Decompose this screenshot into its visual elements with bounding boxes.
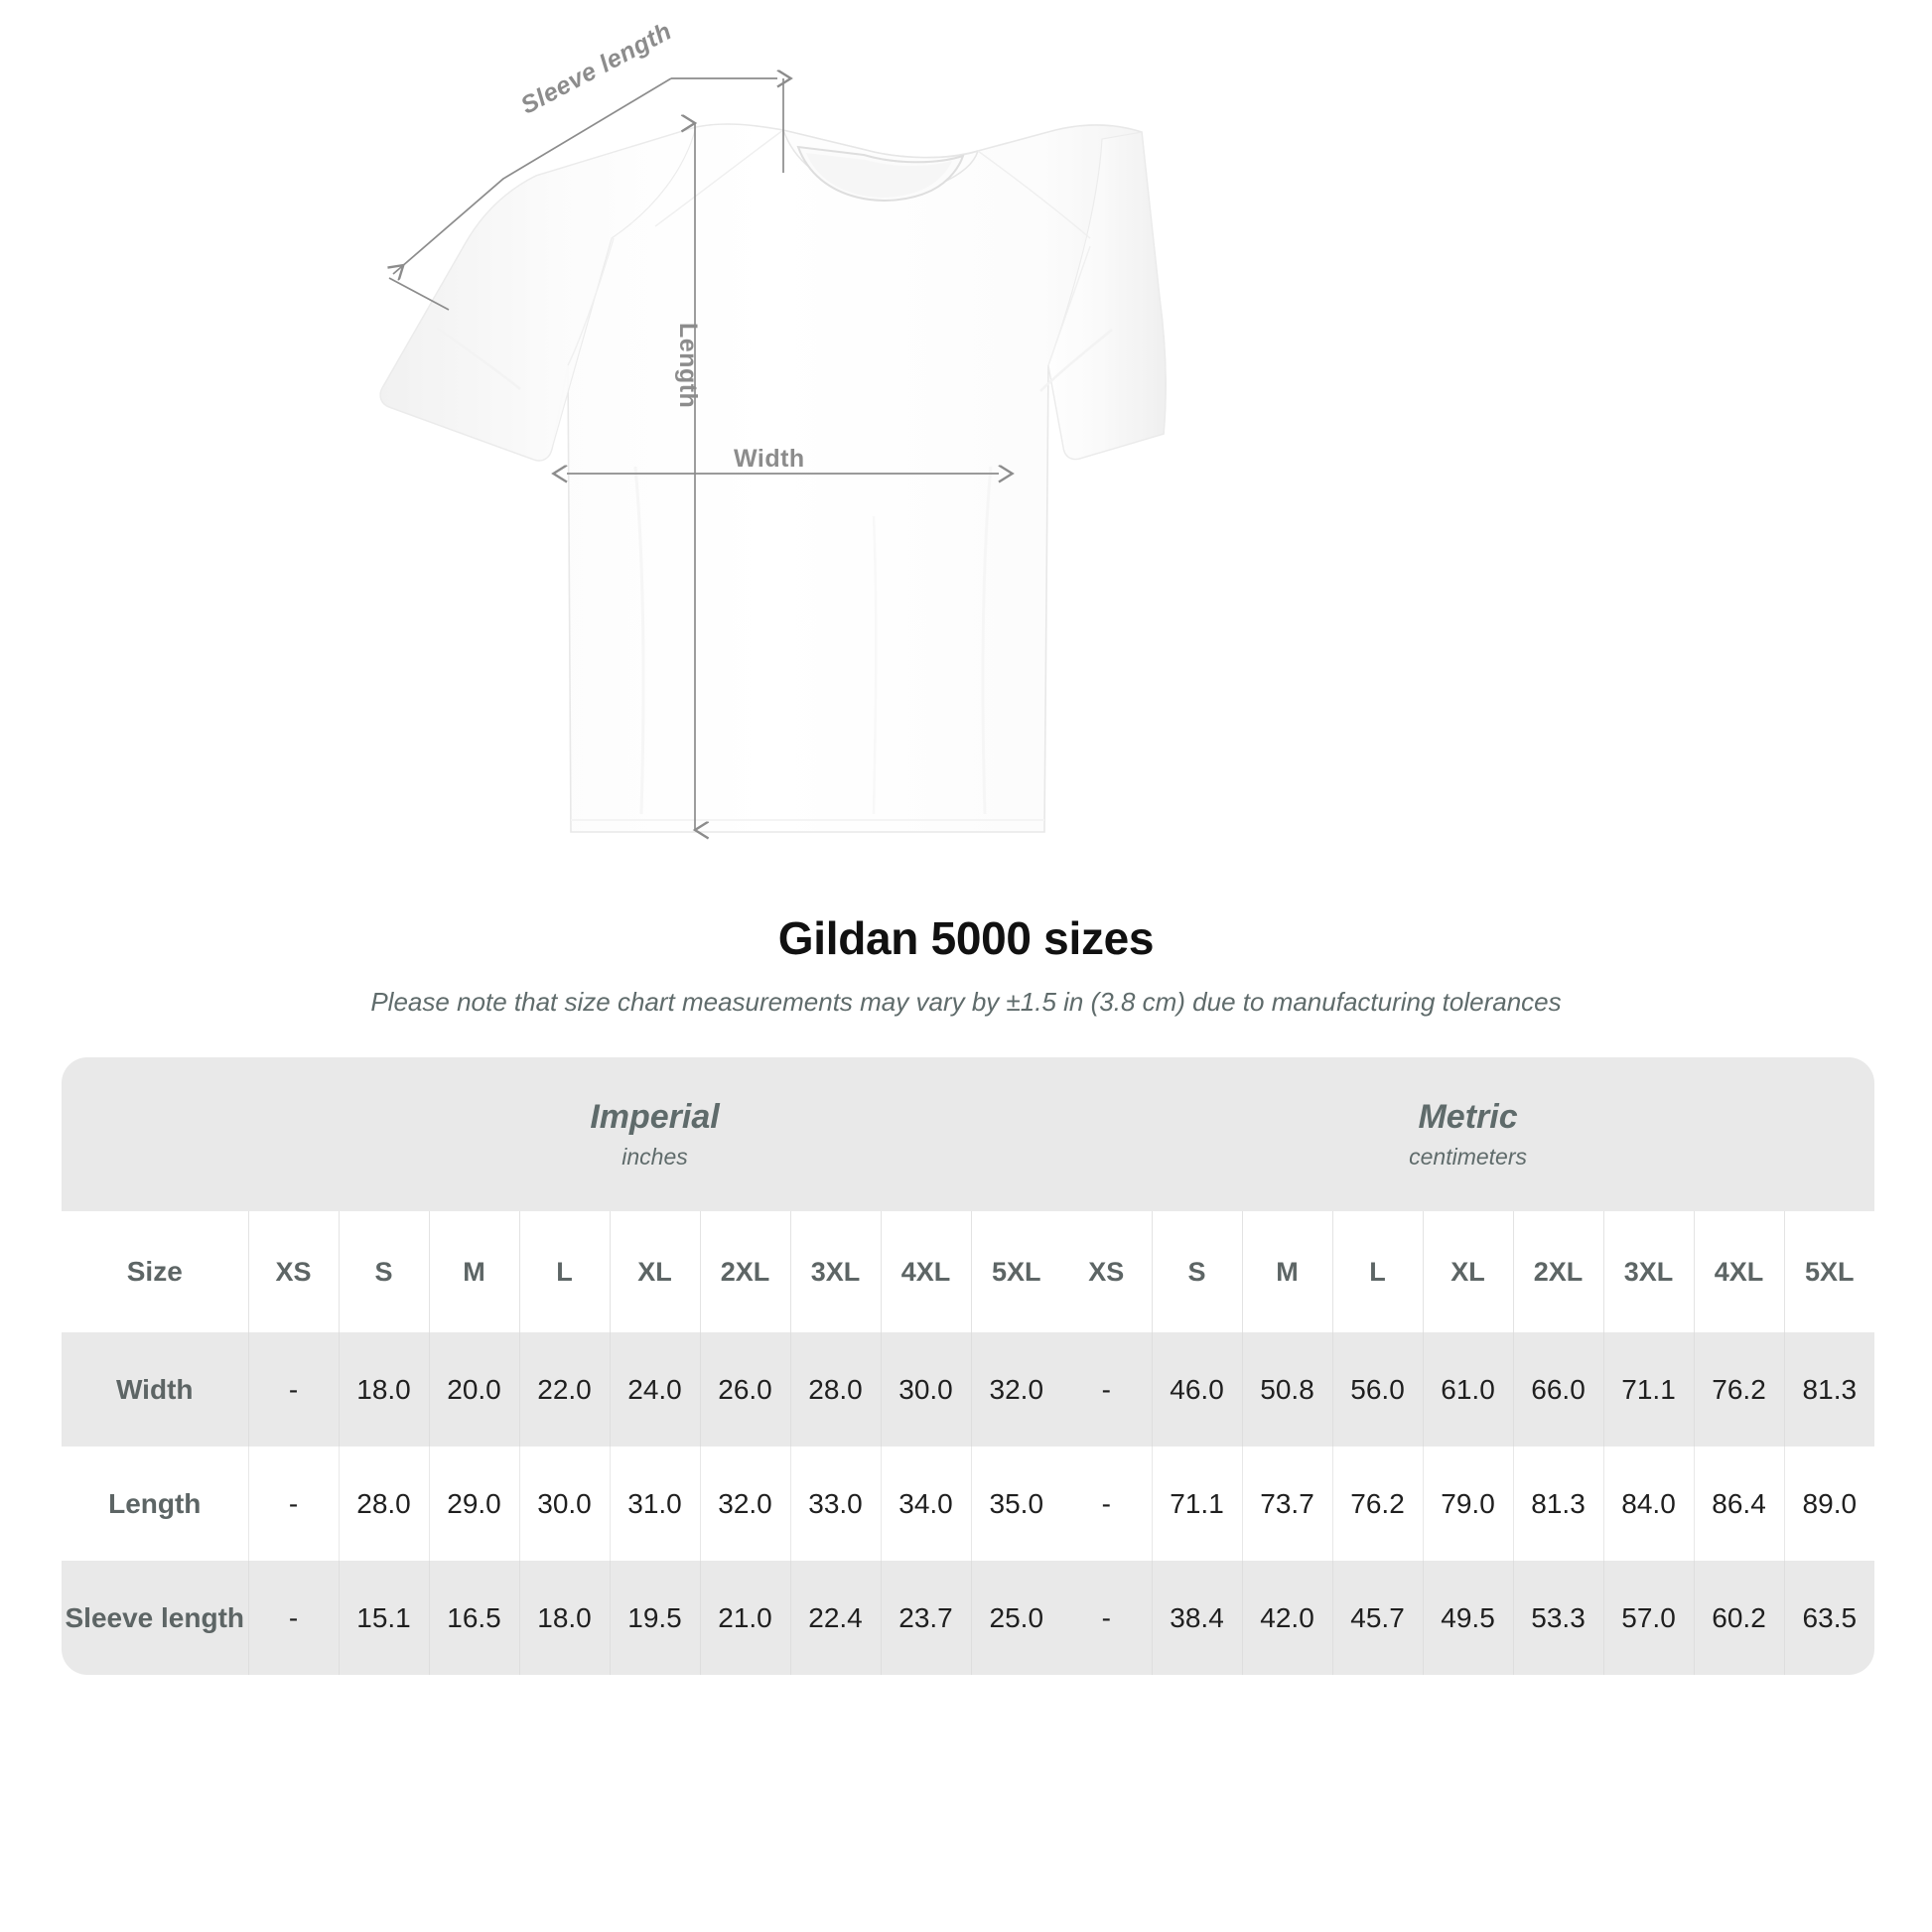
size-header-imperial-5xl: 5XL (970, 1211, 1062, 1332)
size-header-imperial-4xl: 4XL (880, 1211, 971, 1332)
cell: 76.2 (1693, 1332, 1785, 1447)
size-header-metric-xl: XL (1422, 1211, 1514, 1332)
cell: 45.7 (1331, 1561, 1424, 1675)
row-label-length: Length (62, 1447, 248, 1561)
chart-title-block: Gildan 5000 sizes Please note that size … (0, 894, 1932, 1018)
cell: 20.0 (428, 1332, 519, 1447)
cell: 71.1 (1602, 1332, 1695, 1447)
unit-name-metric: Metric (1418, 1098, 1518, 1137)
size-chart-table-wrap: Imperial inches Metric centimeters Size … (62, 1057, 1875, 1675)
tolerance-note: Please note that size chart measurements… (370, 987, 1562, 1017)
cell: 19.5 (609, 1561, 700, 1675)
cell: 34.0 (880, 1447, 971, 1561)
cell: 53.3 (1512, 1561, 1604, 1675)
cell: 56.0 (1331, 1332, 1424, 1447)
cell: 50.8 (1241, 1332, 1333, 1447)
unit-sub-imperial: inches (621, 1143, 688, 1170)
sleeve-length-dimension-arrow (389, 78, 783, 311)
row-label-width: Width (62, 1332, 248, 1447)
cell: 89.0 (1783, 1447, 1875, 1561)
cell: 60.2 (1693, 1561, 1785, 1675)
table-row: Length - 28.0 29.0 30.0 31.0 32.0 33.0 3… (62, 1447, 1875, 1561)
cell: 18.0 (518, 1561, 610, 1675)
size-chart-table: Imperial inches Metric centimeters Size … (62, 1057, 1875, 1675)
unit-banner-corner (62, 1057, 248, 1211)
cell: 29.0 (428, 1447, 519, 1561)
cell: 26.0 (699, 1332, 790, 1447)
tshirt-diagram: Sleeve length Length Width (0, 0, 1932, 894)
cell: - (1061, 1561, 1153, 1675)
size-header-metric-m: M (1241, 1211, 1333, 1332)
unit-banner-metric: Metric centimeters (1061, 1057, 1875, 1211)
unit-sub-metric: centimeters (1409, 1143, 1527, 1170)
cell: 25.0 (970, 1561, 1062, 1675)
cell: 24.0 (609, 1332, 700, 1447)
cell: 21.0 (699, 1561, 790, 1675)
cell: 30.0 (880, 1332, 971, 1447)
size-header-imperial-2xl: 2XL (699, 1211, 790, 1332)
size-header-metric-s: S (1151, 1211, 1243, 1332)
size-header-label: Size (62, 1211, 248, 1332)
page-title: Gildan 5000 sizes (777, 912, 1155, 964)
size-header-imperial-s: S (338, 1211, 429, 1332)
size-header-metric-xs: XS (1061, 1211, 1153, 1332)
cell: 32.0 (699, 1447, 790, 1561)
tshirt-shape (379, 123, 1167, 833)
cell: - (247, 1561, 339, 1675)
cell: 22.0 (518, 1332, 610, 1447)
cell: - (247, 1447, 339, 1561)
cell: 32.0 (970, 1332, 1062, 1447)
cell: 57.0 (1602, 1561, 1695, 1675)
size-header-row: Size XS S M L XL 2XL 3XL 4XL 5XL XS S M … (62, 1211, 1875, 1332)
cell: 15.1 (338, 1561, 429, 1675)
size-header-metric-2xl: 2XL (1512, 1211, 1604, 1332)
cell: 30.0 (518, 1447, 610, 1561)
unit-name-imperial: Imperial (590, 1098, 720, 1137)
row-label-sleeve-length: Sleeve length (62, 1561, 248, 1675)
tshirt-illustration (379, 0, 1167, 894)
size-header-imperial-3xl: 3XL (789, 1211, 881, 1332)
cell: - (247, 1332, 339, 1447)
cell: 49.5 (1422, 1561, 1514, 1675)
cell: 46.0 (1151, 1332, 1243, 1447)
cell: 28.0 (338, 1447, 429, 1561)
cell: 84.0 (1602, 1447, 1695, 1561)
cell: 23.7 (880, 1561, 971, 1675)
length-label: Length (674, 323, 702, 409)
cell: 18.0 (338, 1332, 429, 1447)
size-header-imperial-xl: XL (609, 1211, 700, 1332)
size-header-imperial-m: M (428, 1211, 519, 1332)
cell: - (1061, 1332, 1153, 1447)
cell: 71.1 (1151, 1447, 1243, 1561)
cell: 22.4 (789, 1561, 881, 1675)
cell: 33.0 (789, 1447, 881, 1561)
cell: 61.0 (1422, 1332, 1514, 1447)
cell: 79.0 (1422, 1447, 1514, 1561)
cell: 38.4 (1151, 1561, 1243, 1675)
cell: 81.3 (1783, 1332, 1875, 1447)
cell: 63.5 (1783, 1561, 1875, 1675)
cell: - (1061, 1447, 1153, 1561)
cell: 28.0 (789, 1332, 881, 1447)
size-header-imperial-l: L (518, 1211, 610, 1332)
cell: 16.5 (428, 1561, 519, 1675)
cell: 86.4 (1693, 1447, 1785, 1561)
cell: 66.0 (1512, 1332, 1604, 1447)
cell: 35.0 (970, 1447, 1062, 1561)
size-header-metric-4xl: 4XL (1693, 1211, 1785, 1332)
table-row: Sleeve length - 15.1 16.5 18.0 19.5 21.0… (62, 1561, 1875, 1675)
cell: 73.7 (1241, 1447, 1333, 1561)
size-header-metric-3xl: 3XL (1602, 1211, 1695, 1332)
unit-banner-imperial: Imperial inches (248, 1057, 1062, 1211)
table-row: Width - 18.0 20.0 22.0 24.0 26.0 28.0 30… (62, 1332, 1875, 1447)
cell: 76.2 (1331, 1447, 1424, 1561)
size-header-metric-l: L (1331, 1211, 1424, 1332)
width-label: Width (734, 445, 805, 473)
size-header-metric-5xl: 5XL (1783, 1211, 1875, 1332)
cell: 81.3 (1512, 1447, 1604, 1561)
cell: 31.0 (609, 1447, 700, 1561)
size-header-imperial-xs: XS (247, 1211, 339, 1332)
unit-banner-row: Imperial inches Metric centimeters (62, 1057, 1875, 1211)
cell: 42.0 (1241, 1561, 1333, 1675)
